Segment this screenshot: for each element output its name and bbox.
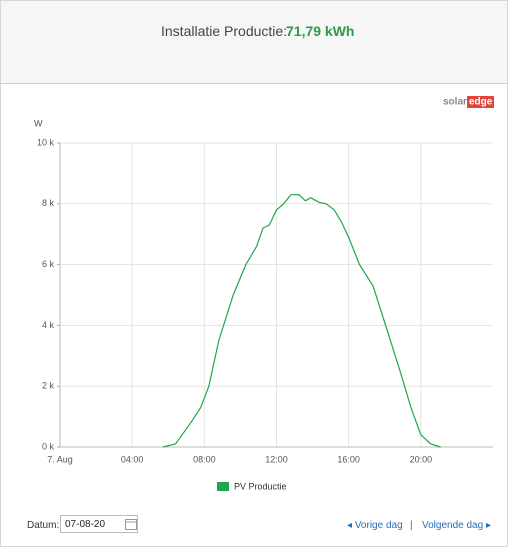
x-tick-label: 12:00 bbox=[265, 454, 288, 464]
y-tick-label: 0 k bbox=[42, 441, 55, 451]
x-tick-label: 16:00 bbox=[337, 454, 360, 464]
x-tick-label: 7. Aug bbox=[47, 454, 73, 464]
line bbox=[162, 194, 441, 448]
legend-label: PV Productie bbox=[234, 481, 287, 491]
prev-day[interactable]: ◂ Vorige dag bbox=[347, 520, 403, 531]
logo-solar: solar bbox=[443, 97, 467, 108]
separator: | bbox=[410, 520, 413, 531]
y-tick-label: 2 k bbox=[42, 381, 55, 391]
next-day-text: Volgende dag bbox=[422, 520, 484, 531]
chart: solar edge W 0 k 2 k 4 k 6 k 8 k 10 k 7. Aug 04… bbox=[34, 96, 494, 491]
y-axis-title: W bbox=[34, 118, 43, 128]
date-input[interactable]: 07-08-20 bbox=[60, 515, 138, 533]
x-tick-label: 20:00 bbox=[410, 454, 433, 464]
date-label: Datum: bbox=[27, 520, 60, 531]
prev-day-text: Vorige dag bbox=[354, 520, 403, 531]
legend-swatch bbox=[217, 482, 229, 491]
y-tick-label: 10 k bbox=[37, 137, 55, 147]
date-value: 07-08-20 bbox=[65, 519, 106, 530]
y-tick-label: 6 k bbox=[42, 259, 55, 269]
y-tick-label: 8 k bbox=[42, 198, 55, 208]
y-tick-label: 4 k bbox=[42, 320, 55, 330]
header: Installatie Productie: 71,79 kWh bbox=[1, 1, 507, 84]
production-value: 71,79 kWh bbox=[286, 23, 355, 39]
logo-edge: edge bbox=[469, 97, 493, 108]
x-tick-label: 08:00 bbox=[193, 454, 216, 464]
next-day[interactable]: Volgende dag ▸ bbox=[422, 520, 491, 531]
logo-box bbox=[467, 96, 494, 108]
x-tick-label: 04:00 bbox=[121, 454, 144, 464]
calendar-icon[interactable] bbox=[125, 518, 137, 530]
production-label: Installatie Productie: bbox=[161, 23, 288, 39]
